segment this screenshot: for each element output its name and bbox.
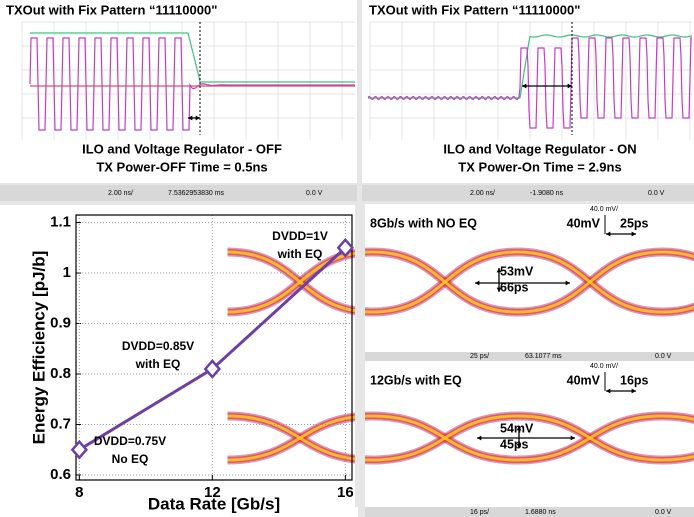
data-marker [336, 237, 355, 258]
toolbar-text: 0.0 V [648, 190, 665, 197]
annotation: with EQ [135, 357, 181, 371]
data-marker [70, 439, 88, 460]
toolbar-text: 63.1077 ms [525, 353, 562, 360]
eye-trace [662, 305, 694, 314]
toolbar-text: 16 ps/ [470, 509, 489, 516]
arrow-head [475, 280, 480, 286]
eye-opening: 54mV [500, 421, 534, 435]
waveform [29, 37, 355, 131]
toolbar-text: 0.0 V [306, 190, 323, 197]
overlay: 8Gb/s with NO EQ 40mV 25ps 53mV 66ps 12Gb/s w… [188, 22, 649, 451]
plot-frame [75, 214, 353, 481]
x-tick-label: 8 [75, 484, 83, 501]
arrow-head [565, 280, 570, 286]
chart-panel [0, 205, 358, 517]
waveform [30, 32, 355, 83]
y-tick-label: 0.7 [50, 415, 71, 432]
annotation: No EQ [112, 452, 149, 466]
y-tick-label: 0.6 [50, 466, 71, 483]
arrow-head [570, 435, 575, 441]
y-tick-label: 1.1 [50, 214, 71, 231]
y-tick-label: 1 [63, 264, 71, 281]
x-tick-label: 12 [204, 484, 221, 501]
scope-caption: ILO and Voltage Regulator - OFF [82, 141, 282, 156]
toolbar-text: 7.5362953830 ms [168, 190, 225, 197]
toolbar-text: -1.9080 ns [530, 190, 564, 197]
toolbar [365, 352, 694, 361]
eye-trace [517, 250, 663, 314]
toolbar [365, 507, 694, 517]
annotation: DVDD=0.85V [122, 339, 194, 353]
toolbar-text: 0.0 V [655, 509, 672, 516]
arrow-head [606, 388, 611, 394]
toolbar-text: 2.00 ns/ [108, 190, 133, 197]
waveform [367, 37, 692, 129]
arrow-head [516, 443, 522, 448]
scope-panel [0, 0, 357, 183]
eye-scale: 16ps [620, 373, 649, 387]
eye-clip [365, 378, 694, 403]
y-tick-label: 0.9 [50, 314, 71, 331]
arrow-head [477, 435, 482, 441]
scope-caption: TX Power-OFF Time = 0.5ns [96, 159, 267, 174]
arrow-head [606, 231, 611, 237]
eye-trace [662, 414, 694, 422]
arrow-head [188, 115, 193, 121]
toolbar-text: 2.00 ns/ [470, 190, 495, 197]
y-axis-label: Energy Efficiency [pJ/b] [29, 251, 48, 445]
arrow-head [516, 426, 522, 431]
eye-opening: 53mV [500, 264, 534, 278]
eye-trace [662, 250, 694, 259]
eye-scale: 40mV [567, 373, 601, 387]
arrow-head [631, 388, 636, 394]
toolbar-text: 1.6880 ns [525, 509, 556, 516]
y-tick-label: 0.8 [50, 365, 71, 382]
eye-trace [372, 414, 518, 462]
x-tick-label: 16 [337, 484, 354, 501]
toolbar-text: 25 ps/ [470, 353, 489, 360]
toolbar [0, 185, 357, 201]
toolbar-text: 40.0 mV/ [590, 206, 618, 213]
eye-trace [372, 250, 518, 314]
annotation: DVDD=1V [272, 229, 328, 243]
toolbar [362, 185, 694, 201]
data-marker [203, 359, 221, 379]
eye-scale: 25ps [620, 216, 649, 230]
eye-title: 12Gb/s with EQ [370, 373, 462, 387]
eye-trace [517, 414, 663, 462]
scope-title: TXOut with Fix Pattern “11110000" [369, 2, 580, 17]
eye-title: 8Gb/s with NO EQ [370, 216, 477, 230]
arrow-head [522, 83, 527, 89]
scope-caption: TX Power-On Time = 2.9ns [458, 159, 621, 174]
scope-title: TXOut with Fix Pattern “11110000" [6, 2, 217, 17]
arrow-head [496, 287, 502, 292]
eye-opening: 45ps [500, 437, 529, 451]
annotation: DVDD=0.75V [94, 434, 166, 448]
eye-traces [227, 204, 694, 507]
eye-opening: 66ps [500, 280, 529, 294]
waveform [368, 34, 693, 99]
arrow-head [195, 115, 200, 121]
x-axis-label: Data Rate [Gb/s] [148, 494, 280, 513]
eye-scale: 40mV [567, 216, 601, 230]
annotation: with EQ [277, 247, 323, 261]
arrow-head [496, 268, 502, 273]
arrow-head [631, 231, 636, 237]
toolbar-text: 0.0 V [655, 353, 672, 360]
scope-caption: ILO and Voltage Regulator - ON [443, 141, 636, 156]
arrow-head [567, 83, 572, 89]
eye-mask [355, 204, 365, 507]
eye-trace [227, 414, 373, 462]
eye-trace [662, 454, 694, 462]
toolbar-text: 40.0 mV/ [590, 363, 618, 370]
eye-trace [227, 250, 373, 314]
eye-clip [365, 222, 694, 247]
